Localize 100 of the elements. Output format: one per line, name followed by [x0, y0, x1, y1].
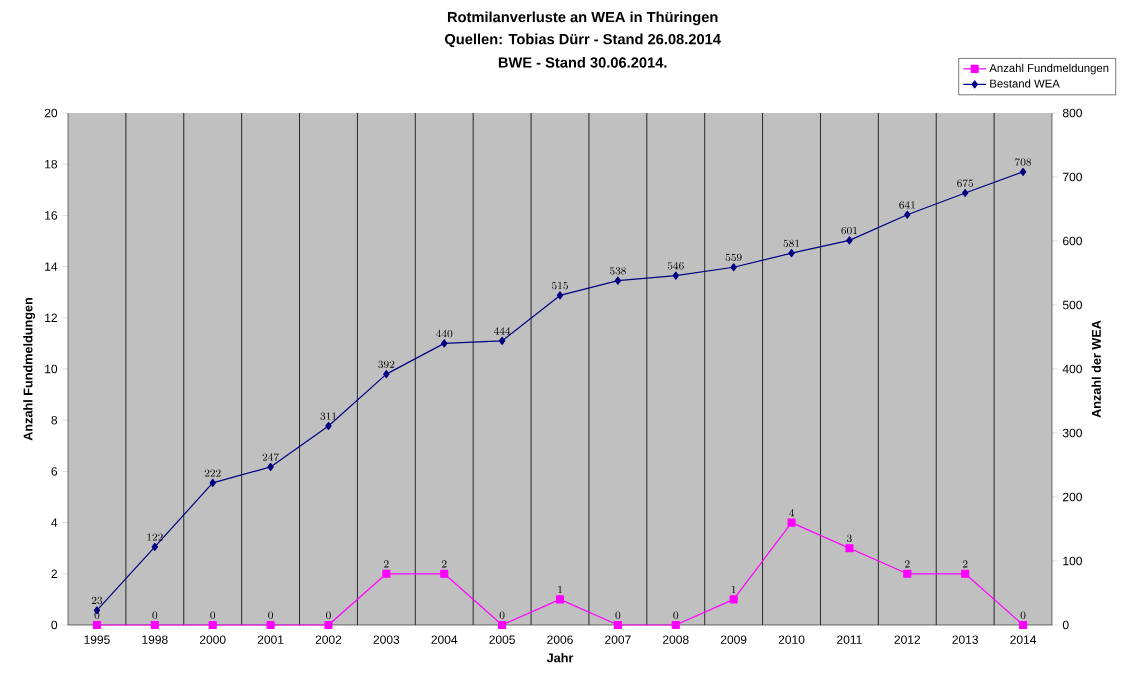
- x-tick-label: 2009: [720, 635, 747, 644]
- x-tick-label: 1995: [84, 635, 110, 644]
- point: [845, 544, 854, 553]
- data-label: 601: [841, 226, 858, 235]
- point: [382, 569, 391, 578]
- point: [556, 291, 564, 300]
- data-label: 3: [847, 534, 852, 543]
- data-label: 1: [558, 585, 562, 594]
- point: [672, 271, 679, 280]
- legend-label: Anzahl Fundmeldungen: [989, 63, 1109, 75]
- data-label: 546: [667, 261, 684, 270]
- data-label: 2: [962, 560, 968, 568]
- point: [150, 620, 159, 630]
- data-label: 2: [441, 560, 447, 568]
- x-tick-label: 2014: [1010, 635, 1037, 644]
- point: [208, 620, 217, 630]
- x-tick-label: 2013: [952, 635, 978, 644]
- y2-tick-label: 500: [1062, 300, 1082, 310]
- data-label: 581: [783, 239, 800, 248]
- point: [961, 188, 969, 198]
- y-tick-label: 2: [51, 569, 57, 578]
- data-label: 23: [91, 596, 103, 605]
- y2-tick-label: 0: [1062, 620, 1069, 630]
- point: [961, 569, 970, 578]
- y-tick-label: 18: [45, 159, 58, 169]
- point: [903, 569, 912, 578]
- x-tick-label: 2010: [778, 635, 805, 644]
- data-label: 4: [789, 509, 795, 517]
- data-label: 2: [905, 560, 910, 568]
- x-tick-label: 2003: [373, 635, 400, 644]
- y2-tick-label: 100: [1063, 556, 1082, 566]
- point: [1019, 167, 1027, 176]
- point: [324, 620, 333, 630]
- y2-tick-label: 300: [1062, 428, 1082, 438]
- point: [788, 249, 795, 258]
- legend-label: Bestand WEA: [990, 79, 1060, 88]
- x-tick-label: 2008: [663, 635, 689, 644]
- point: [498, 336, 506, 345]
- data-label: 247: [262, 453, 279, 461]
- point: [440, 569, 449, 578]
- point: [92, 620, 102, 630]
- x-tick-label: 2012: [894, 635, 921, 644]
- point: [383, 370, 390, 379]
- point: [904, 210, 911, 219]
- text: BWE - Stand 30.06.2014.: [498, 56, 667, 68]
- data-label: 2: [384, 560, 389, 568]
- data-label: 538: [609, 267, 626, 275]
- y2-tick-label: 200: [1063, 492, 1082, 502]
- y2-tick-label: 400: [1062, 364, 1082, 374]
- point: [441, 339, 448, 348]
- data-label: 708: [1015, 158, 1032, 166]
- x-tick-label: 2011: [837, 635, 862, 644]
- data-label: 0: [152, 611, 158, 619]
- x-tick-label: 2004: [431, 635, 458, 644]
- x-tick-label: 2005: [489, 635, 515, 644]
- data-label: 675: [957, 179, 974, 187]
- data-label: 444: [493, 327, 511, 335]
- data-label: 311: [320, 412, 337, 420]
- x-tick-label: 2002: [315, 635, 342, 644]
- y-axis-title: Anzahl Fundmeldungen: [23, 298, 36, 441]
- y2-tick-label: 600: [1063, 236, 1082, 246]
- data-label: 0: [499, 611, 505, 619]
- x-axis-title: Jahr: [546, 653, 574, 663]
- data-label: 440: [436, 329, 453, 338]
- y-tick-label: 10: [45, 364, 58, 374]
- point: [325, 421, 332, 431]
- data-label: 0: [673, 611, 679, 619]
- point: [267, 462, 274, 471]
- point: [266, 620, 275, 630]
- data-label: 0: [615, 611, 621, 619]
- data-label: 0: [268, 611, 273, 619]
- y-tick-label: 16: [45, 211, 58, 220]
- point: [1018, 620, 1028, 630]
- y-tick-label: 14: [45, 262, 58, 271]
- x-tick-label: 2007: [605, 635, 631, 644]
- x-tick-label: 2001: [257, 635, 284, 644]
- point: [614, 276, 622, 285]
- data-label: 122: [147, 533, 163, 541]
- data-label: 0: [94, 611, 100, 619]
- point: [555, 595, 565, 604]
- x-tick-label: 2006: [547, 635, 573, 644]
- chart-title: Rotmilanverluste an WEA in Thüringen: [447, 11, 718, 26]
- data-label: 1: [731, 585, 736, 594]
- data-label: 641: [899, 201, 915, 209]
- y-tick-label: 12: [45, 313, 57, 322]
- y2-tick-label: 800: [1062, 108, 1082, 118]
- y-tick-label: 8: [51, 415, 58, 425]
- point: [498, 620, 507, 630]
- data-label: 0: [326, 611, 331, 619]
- data-label: 515: [552, 281, 568, 290]
- chart-subtitle: Quellen: Tobias Dürr - Stand 26.08.2014: [444, 33, 721, 48]
- data-label: 222: [204, 469, 221, 477]
- y-tick-label: 20: [44, 108, 58, 118]
- y-tick-label: 4: [51, 518, 58, 527]
- point: [730, 263, 737, 272]
- y-tick-label: 6: [51, 467, 58, 476]
- point: [729, 595, 738, 604]
- x-tick-label: 2000: [199, 635, 226, 644]
- data-label: 559: [725, 253, 742, 262]
- data-label: 392: [378, 360, 395, 368]
